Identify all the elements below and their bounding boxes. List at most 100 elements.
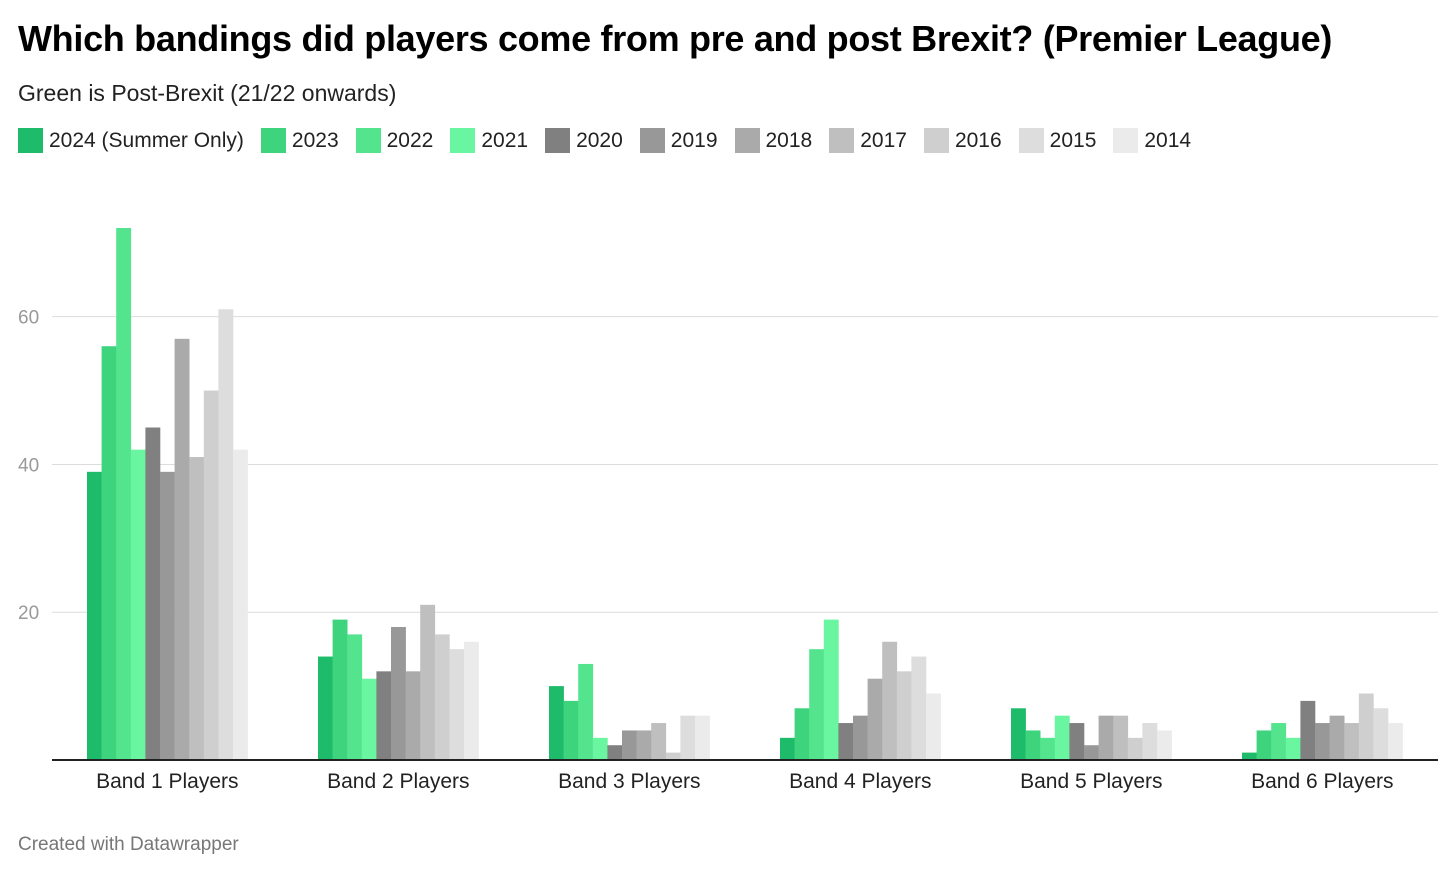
- bar: [794, 708, 810, 760]
- legend-item: 2021: [450, 128, 528, 153]
- bar: [1040, 737, 1056, 760]
- bar: [680, 715, 696, 760]
- bar: [318, 656, 333, 760]
- legend-swatch: [355, 128, 381, 153]
- legend-item: 2017: [829, 128, 907, 153]
- legend-label: 2019: [670, 128, 718, 152]
- x-category-label: Band 3 Players: [558, 770, 700, 793]
- legend: 2024 (Summer Only) 2023 2022 2021 2020 2019 20…: [18, 128, 1208, 153]
- bar: [1127, 737, 1143, 760]
- legend-label: 2021: [481, 128, 529, 152]
- legend-item: 2015: [1018, 128, 1097, 153]
- bar: [391, 627, 406, 760]
- bar: [882, 641, 898, 760]
- legend-item: 2020: [545, 128, 623, 153]
- bar: [622, 730, 637, 760]
- bar: [563, 700, 579, 760]
- legend-label: 2020: [576, 128, 623, 152]
- bar: [1011, 708, 1026, 760]
- bar: [578, 663, 594, 760]
- bar: [1315, 723, 1330, 760]
- bar: [809, 649, 825, 760]
- bar: [434, 634, 450, 760]
- bar: [592, 737, 608, 760]
- bar: [911, 656, 927, 760]
- legend-swatch: [260, 128, 286, 153]
- legend-label: 2014: [1144, 128, 1192, 152]
- legend-item: 2016: [923, 128, 1002, 153]
- legend-swatch: [734, 128, 760, 153]
- bar: [347, 634, 363, 760]
- bar: [449, 649, 465, 760]
- bar: [823, 619, 839, 760]
- bar: [361, 678, 377, 760]
- bar: [233, 449, 248, 760]
- bar: [1329, 715, 1345, 760]
- bar: [130, 449, 146, 760]
- bar: [1344, 723, 1360, 760]
- legend-label: 2015: [1049, 128, 1097, 152]
- bar: [665, 752, 681, 760]
- bar: [838, 723, 854, 760]
- bar: [636, 730, 652, 760]
- bar: [420, 604, 436, 760]
- bar: [1157, 730, 1172, 760]
- bar: [116, 228, 132, 760]
- x-category-label: Band 2 Players: [327, 770, 469, 793]
- bar: [780, 737, 795, 760]
- x-category-label: Band 5 Players: [1020, 770, 1162, 793]
- bar: [174, 338, 190, 760]
- bar: [896, 671, 912, 760]
- legend-item: 2023: [260, 128, 339, 153]
- bar: [607, 745, 623, 760]
- bar: [189, 457, 205, 760]
- bar: [1271, 723, 1287, 760]
- bar: [651, 723, 667, 760]
- bar: [1358, 693, 1374, 760]
- legend-label: 2018: [765, 128, 813, 152]
- bar: [1025, 730, 1041, 760]
- bar: [1084, 745, 1099, 760]
- footer-credit: Created with Datawrapper: [18, 834, 239, 855]
- bar: [218, 309, 234, 760]
- bar: [1098, 715, 1114, 760]
- legend-swatch: [829, 128, 855, 153]
- bar: [1285, 737, 1301, 760]
- x-category-label: Band 6 Players: [1251, 770, 1393, 793]
- bar: [145, 427, 161, 760]
- bar: [1256, 730, 1272, 760]
- legend-label: 2016: [954, 128, 1002, 152]
- chart-title: Which bandings did players come from pre…: [18, 18, 1333, 59]
- bar: [101, 346, 117, 760]
- bar: [160, 471, 175, 760]
- legend-swatch: [923, 128, 949, 153]
- bar: [1069, 723, 1085, 760]
- legend-swatch: [18, 128, 43, 153]
- bar: [464, 641, 479, 760]
- legend-item: 2024 (Summer Only): [18, 128, 244, 153]
- x-category-label: Band 4 Players: [789, 770, 931, 793]
- bar: [1300, 700, 1316, 760]
- legend-item: 2018: [734, 128, 813, 153]
- bar: [1373, 708, 1389, 760]
- legend-swatch: [639, 128, 665, 153]
- bar: [853, 715, 868, 760]
- bar: [1242, 752, 1257, 760]
- bar: [926, 693, 941, 760]
- bar: [695, 715, 710, 760]
- y-tick-label: 60: [18, 308, 39, 329]
- bar: [203, 390, 219, 760]
- legend-label: 2022: [386, 128, 434, 152]
- legend-swatch: [545, 128, 571, 153]
- bar: [376, 671, 392, 760]
- legend-swatch: [1113, 128, 1139, 153]
- bar: [549, 686, 564, 760]
- bar: [1142, 723, 1158, 760]
- bar: [867, 678, 883, 760]
- legend-swatch: [450, 128, 476, 153]
- chart-subtitle: Green is Post-Brexit (21/22 onwards): [18, 80, 397, 106]
- y-tick-label: 20: [18, 603, 39, 624]
- legend-item: 2014: [1113, 128, 1191, 153]
- legend-label: 2024 (Summer Only): [49, 128, 244, 152]
- legend-swatch: [1018, 128, 1044, 153]
